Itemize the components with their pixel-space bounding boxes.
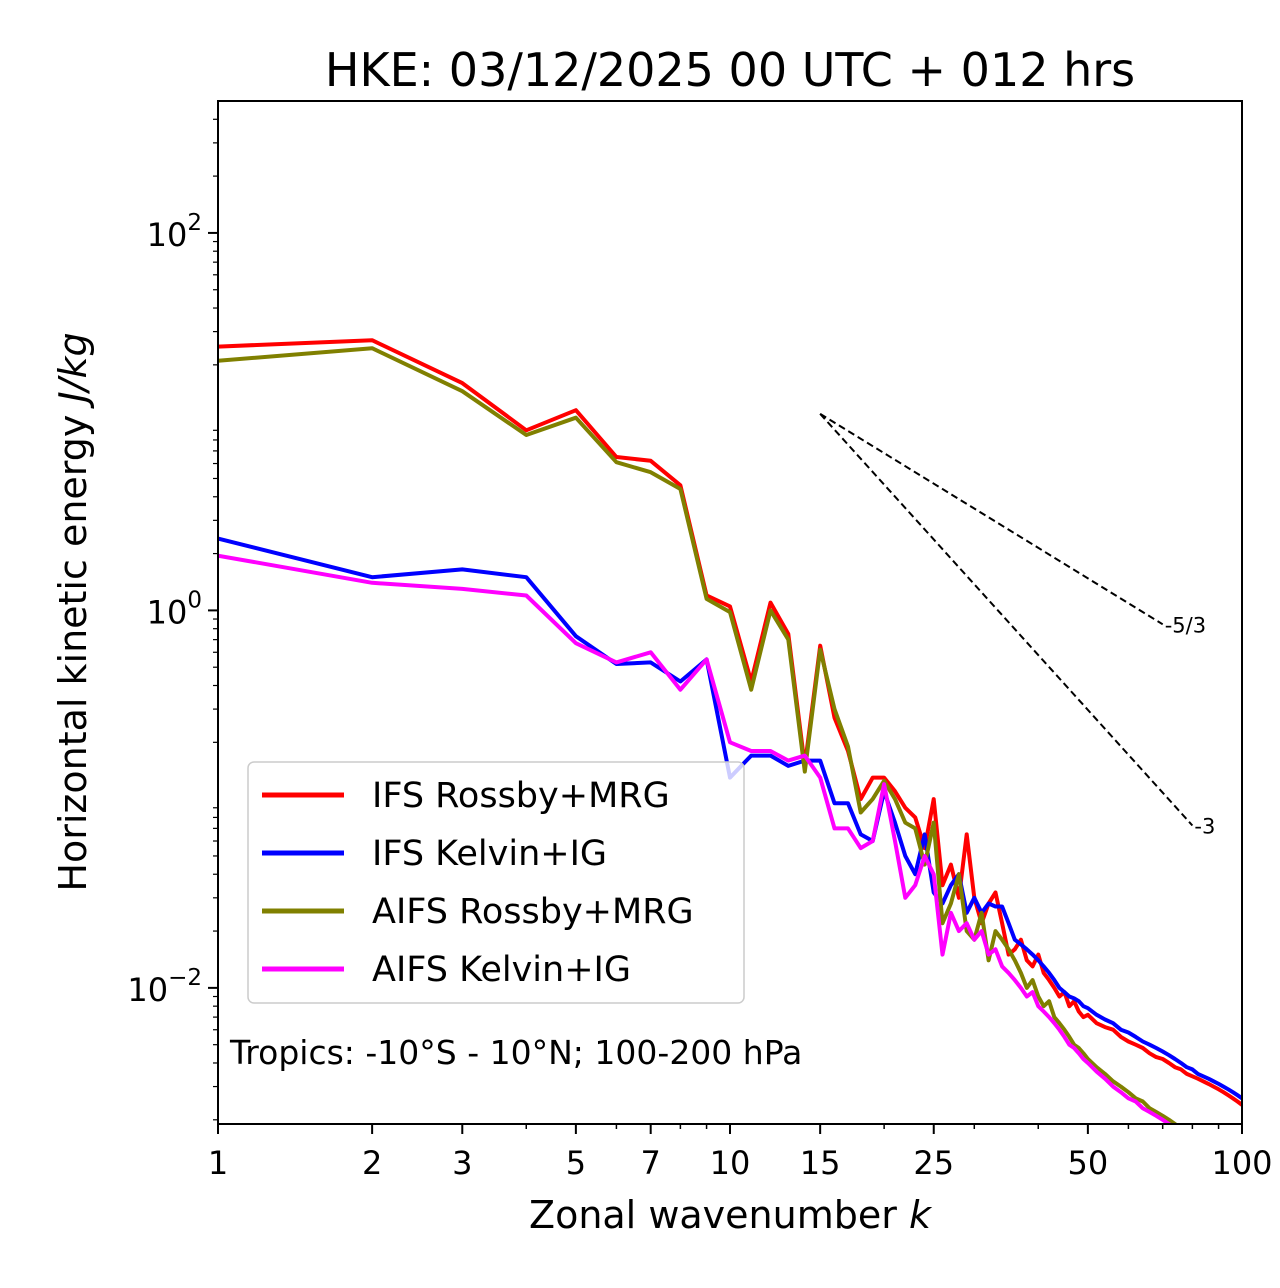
- y-axis-label: Horizontal kinetic energy J/kg: [51, 332, 95, 891]
- region-annotation: Tropics: -10°S - 10°N; 100-200 hPa: [229, 1033, 802, 1072]
- y-tick-label: 100: [147, 587, 202, 631]
- y-tick-label: 102: [147, 210, 202, 254]
- series-line: [218, 536, 1242, 1100]
- legend-box: [247, 761, 745, 1004]
- x-tick-label: 15: [800, 1144, 841, 1182]
- plot-frame: [217, 100, 1243, 1125]
- x-tick-label: 7: [641, 1144, 661, 1182]
- axis-ticks: 1 2 3 5 7 10 15 25 50 100 102 100 10−2: [127, 118, 1273, 1182]
- reference-line: [819, 413, 1194, 827]
- chart-title: HKE: 03/12/2025 00 UTC + 012 hrs: [325, 43, 1135, 97]
- reference-line: [819, 412, 1164, 626]
- x-axis-label: Zonal wavenumber k: [529, 1193, 933, 1237]
- reference-line-label: -5/3: [1165, 613, 1206, 637]
- x-tick-label: 5: [566, 1144, 586, 1182]
- legend-label: IFS Rossby+MRG: [372, 776, 670, 816]
- reference-line-label: -3: [1194, 814, 1215, 838]
- reference-slope-lines: [819, 412, 1194, 827]
- x-tick-label: 50: [1068, 1144, 1109, 1182]
- legend-label: AIFS Rossby+MRG: [372, 892, 694, 932]
- series-line: [218, 553, 1173, 1124]
- legend-label: AIFS Kelvin+IG: [372, 950, 631, 990]
- x-tick-label: 2: [362, 1144, 382, 1182]
- x-tick-label: 100: [1211, 1144, 1272, 1182]
- x-tick-label: 25: [913, 1144, 954, 1182]
- x-tick-label: 1: [208, 1144, 228, 1182]
- series-line: [218, 346, 1179, 1124]
- x-tick-label: 3: [452, 1144, 472, 1182]
- y-tick-label: 10−2: [127, 965, 202, 1009]
- data-series: [218, 338, 1242, 1124]
- legend: IFS Rossby+MRG IFS Kelvin+IG AIFS Rossby+M…: [247, 761, 745, 1004]
- x-tick-label: 10: [710, 1144, 751, 1182]
- legend-label: IFS Kelvin+IG: [372, 834, 607, 874]
